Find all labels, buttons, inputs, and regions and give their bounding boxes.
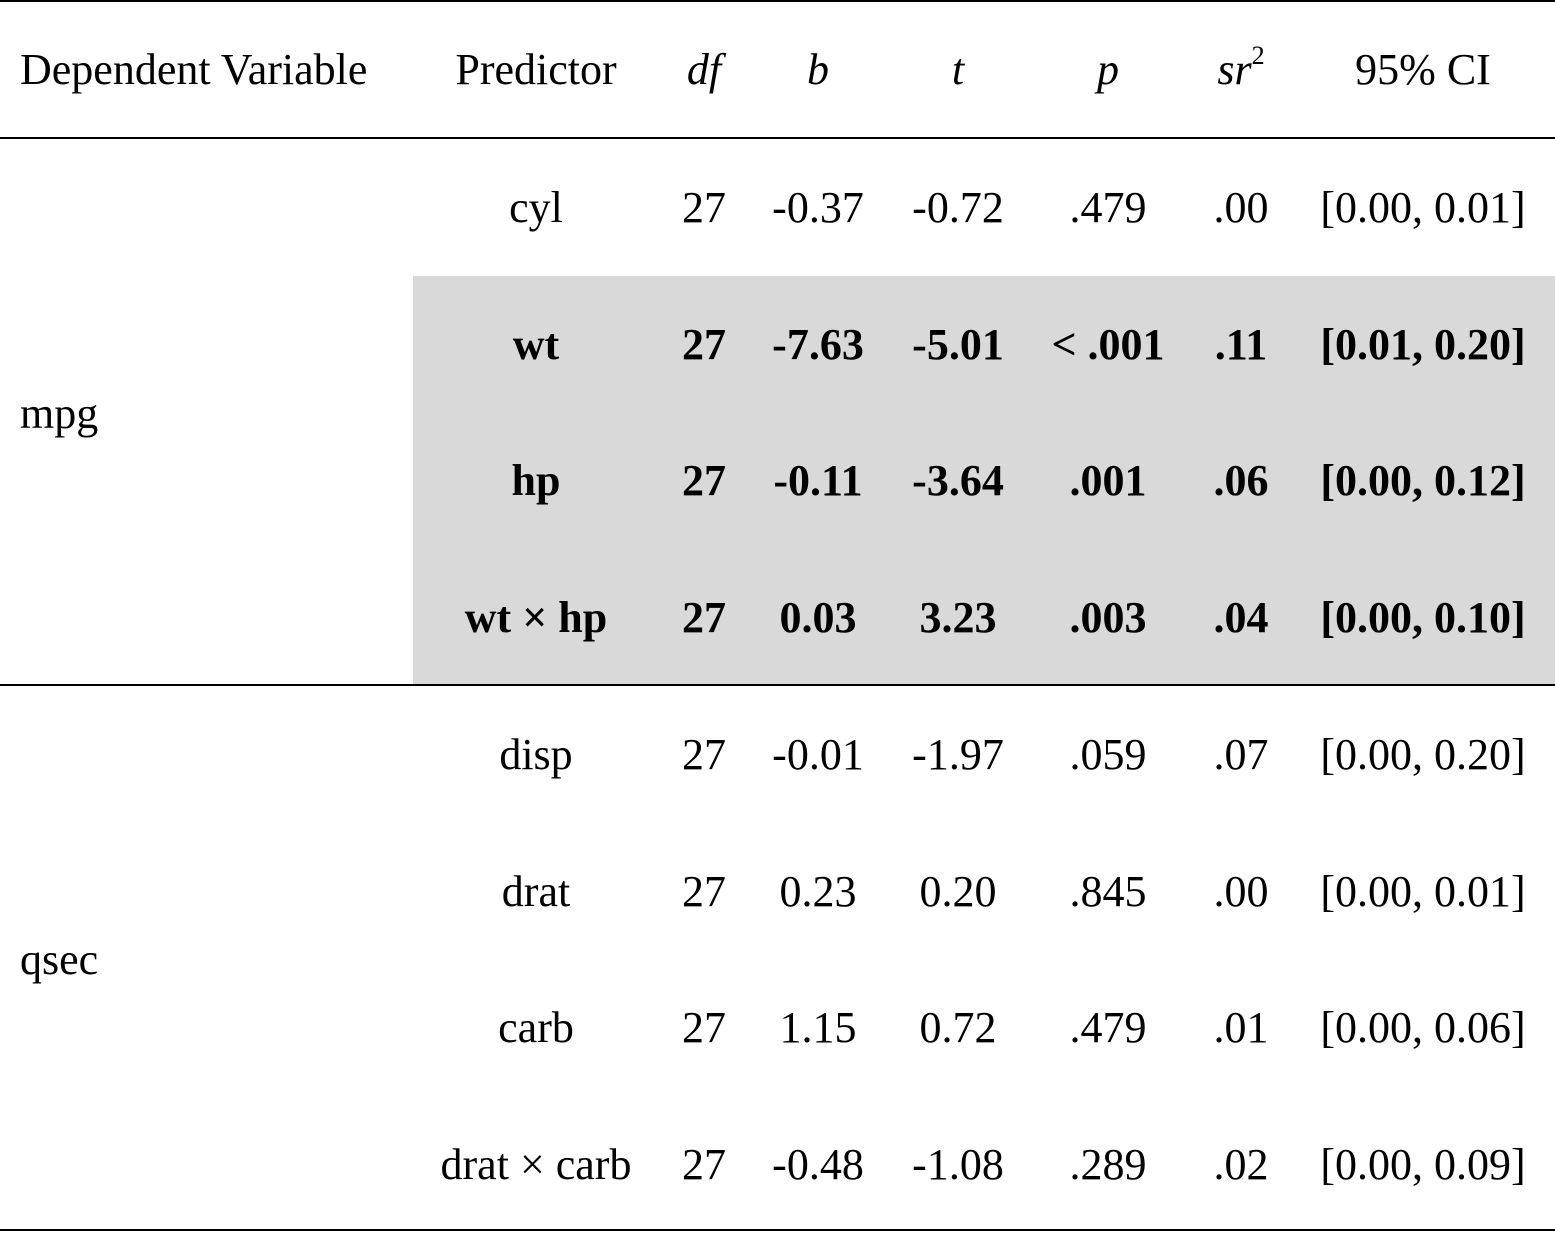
cell-df: 27 xyxy=(682,456,726,505)
cell-b: -7.63 xyxy=(772,320,864,369)
cell-t: -0.72 xyxy=(912,183,1004,232)
significant-rows-highlight xyxy=(413,276,1555,684)
cell-b: 1.15 xyxy=(779,1003,857,1052)
header-ci: 95% CI xyxy=(1355,45,1491,94)
cell-t: 3.23 xyxy=(919,593,997,642)
cell-ci: [0.00, 0.01] xyxy=(1320,867,1526,916)
cell-p: .479 xyxy=(1069,183,1147,232)
cell-p: .479 xyxy=(1069,1003,1147,1052)
cell-ci: [0.00, 0.09] xyxy=(1320,1140,1526,1189)
cell-predictor: wt × hp xyxy=(464,593,608,642)
cell-predictor: cyl xyxy=(509,183,563,232)
cell-df: 27 xyxy=(682,730,726,779)
dependent-variable-label: mpg xyxy=(20,389,99,438)
cell-predictor: drat × carb xyxy=(440,1140,632,1189)
cell-ci: [0.00, 0.01] xyxy=(1320,183,1526,232)
cell-t: 0.20 xyxy=(919,867,997,916)
cell-sr2: .11 xyxy=(1214,320,1268,369)
cell-b: 0.03 xyxy=(779,593,857,642)
top-rule xyxy=(0,0,1555,2)
cell-ci: [0.00, 0.12] xyxy=(1320,456,1526,505)
cell-b: 0.23 xyxy=(779,867,857,916)
header-rule xyxy=(0,137,1555,139)
cell-df: 27 xyxy=(682,1140,726,1189)
cell-predictor: drat xyxy=(501,867,571,916)
cell-p: < .001 xyxy=(1051,320,1165,369)
cell-predictor: hp xyxy=(511,456,561,505)
cell-p: .289 xyxy=(1069,1140,1147,1189)
header-t: t xyxy=(951,45,965,94)
cell-t: 0.72 xyxy=(919,1003,997,1052)
cell-sr2: .00 xyxy=(1213,867,1269,916)
cell-ci: [0.01, 0.20] xyxy=(1320,320,1526,369)
cell-ci: [0.00, 0.20] xyxy=(1320,730,1526,779)
cell-df: 27 xyxy=(682,867,726,916)
header-b: b xyxy=(807,45,829,94)
cell-t: -1.08 xyxy=(912,1140,1004,1189)
cell-sr2: .02 xyxy=(1213,1140,1269,1189)
cell-sr2: .07 xyxy=(1213,730,1269,779)
cell-b: -0.01 xyxy=(772,730,864,779)
cell-df: 27 xyxy=(682,593,726,642)
cell-b: -0.48 xyxy=(772,1140,864,1189)
header-sr2: sr2 xyxy=(1187,2,1295,138)
cell-t: -5.01 xyxy=(912,320,1004,369)
header-df: df xyxy=(686,45,722,94)
cell-p: .059 xyxy=(1069,730,1147,779)
dependent-variable-label: qsec xyxy=(20,935,99,984)
cell-sr2: .06 xyxy=(1213,456,1269,505)
cell-df: 27 xyxy=(682,320,726,369)
header-predictor: Predictor xyxy=(455,45,617,94)
cell-sr2: .00 xyxy=(1213,183,1269,232)
header-sr-label: sr xyxy=(1217,45,1252,94)
cell-b: -0.37 xyxy=(772,183,864,232)
cell-sr2: .04 xyxy=(1213,593,1269,642)
cell-df: 27 xyxy=(682,1003,726,1052)
cell-ci: [0.00, 0.10] xyxy=(1320,593,1526,642)
cell-t: -3.64 xyxy=(912,456,1004,505)
bottom-rule xyxy=(0,1229,1555,1231)
cell-df: 27 xyxy=(682,183,726,232)
header-sr-superscript: 2 xyxy=(1251,41,1265,70)
cell-p: .845 xyxy=(1069,867,1147,916)
cell-p: .003 xyxy=(1069,593,1147,642)
cell-predictor: disp xyxy=(499,730,573,779)
cell-b: -0.11 xyxy=(773,456,863,505)
cell-t: -1.97 xyxy=(912,730,1004,779)
cell-ci: [0.00, 0.06] xyxy=(1320,1003,1526,1052)
cell-p: .001 xyxy=(1069,456,1147,505)
header-dependent-variable: Dependent Variable xyxy=(20,45,368,94)
group-divider-rule xyxy=(0,684,1555,686)
cell-sr2: .01 xyxy=(1213,1003,1269,1052)
cell-predictor: wt xyxy=(512,320,560,369)
header-p: p xyxy=(1097,45,1119,94)
cell-predictor: carb xyxy=(498,1003,574,1052)
